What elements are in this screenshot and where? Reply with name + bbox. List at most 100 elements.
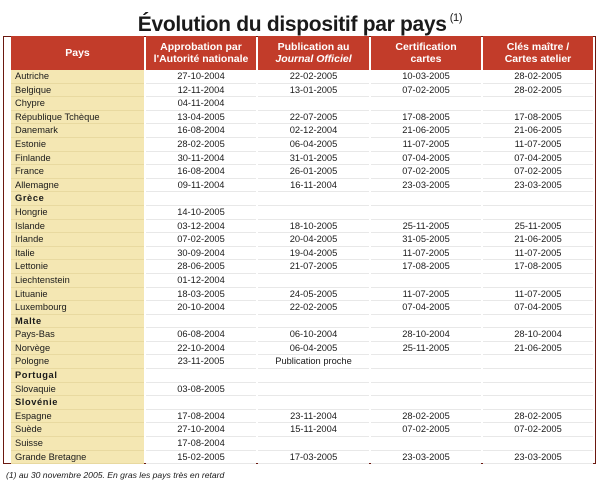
publication-date-cell [258,369,369,383]
certification-date-cell: 07-02-2005 [371,83,481,98]
publication-date-cell: 06-04-2005 [258,137,369,152]
approbation-date-cell: 13-04-2005 [146,110,256,125]
cles-date-cell: 07-02-2005 [483,423,593,438]
country-cell: Slovénie [11,396,144,410]
publication-date-cell: 22-07-2005 [258,110,369,125]
table-row: Pays-Bas 06-08-2004 06-10-2004 28-10-2004 28… [0,328,600,342]
publication-date-cell: 06-04-2005 [258,341,369,356]
country-cell: Slovaquie [11,382,144,397]
cles-date-cell [483,314,593,329]
table-row: Islande 03-12-2004 18-10-2005 25-11-2005 25-… [0,219,600,234]
country-cell: Belgique [11,83,144,98]
approbation-date-cell: 27-10-2004 [146,70,256,84]
table-row: Belgique 12-11-2004 13-01-2005 07-02-2005 28… [0,83,600,98]
publication-date-cell [258,192,369,206]
approbation-date-cell: 16-08-2004 [146,124,256,138]
country-cell: Liechtenstein [11,273,144,288]
col-header-certification: Certification cartes [371,36,481,70]
country-cell: Grèce [11,192,144,206]
cles-date-cell [483,205,593,220]
country-cell: Portugal [11,369,144,383]
certification-date-cell: 21-06-2005 [371,124,481,138]
table-row: Grèce [0,192,600,206]
approbation-date-cell: 17-08-2004 [146,437,256,451]
certification-date-cell: 07-04-2005 [371,151,481,166]
certification-date-cell: 07-02-2005 [371,423,481,438]
publication-date-cell [258,396,369,410]
publication-date-cell: 23-11-2004 [258,409,369,424]
col-header-pays: Pays [11,36,144,70]
certification-date-cell: 28-10-2004 [371,328,481,342]
country-cell: Pays-Bas [11,328,144,342]
publication-date-cell [258,273,369,288]
title-text: Évolution du dispositif par pays [137,13,447,36]
certification-date-cell: 23-03-2005 [371,450,481,465]
publication-date-cell [258,205,369,220]
cles-date-cell: 11-07-2005 [483,246,593,261]
cles-date-cell [483,97,593,111]
cles-date-cell: 28-10-2004 [483,328,593,342]
publication-date-cell: 02-12-2004 [258,124,369,138]
approbation-date-cell: 30-09-2004 [146,246,256,261]
publication-date-cell: 18-10-2005 [258,219,369,234]
country-cell: Suisse [11,437,144,451]
page-title: Évolution du dispositif par pays (1) [0,3,600,40]
cles-date-cell [483,192,593,206]
certification-date-cell: 10-03-2005 [371,70,481,84]
approbation-date-cell: 01-12-2004 [146,273,256,288]
country-cell: Irlande [11,233,144,247]
col-header-line1: Clés maître / [506,41,570,53]
cles-date-cell: 11-07-2005 [483,137,593,152]
certification-date-cell: 23-03-2005 [371,178,481,193]
approbation-date-cell: 23-11-2005 [146,355,256,370]
cles-date-cell: 21-06-2005 [483,233,593,247]
table-row: Lettonie 28-06-2005 21-07-2005 17-08-2005 17… [0,260,600,274]
table-row: France 16-08-2004 26-01-2005 07-02-2005 07-0… [0,165,600,179]
certification-date-cell: 25-11-2005 [371,341,481,356]
cles-date-cell: 28-02-2005 [483,409,593,424]
footnote: (1) au 30 novembre 2005. En gras les pay… [6,470,225,480]
approbation-date-cell: 22-10-2004 [146,341,256,356]
table-row: Norvège 22-10-2004 06-04-2005 25-11-2005 21-… [0,341,600,356]
publication-date-cell [258,382,369,397]
col-header-line2: Cartes atelier [504,53,572,65]
cles-date-cell [483,396,593,410]
table-row: Pologne 23-11-2005 Publication proche [0,355,600,370]
cles-date-cell [483,273,593,288]
cles-date-cell: 21-06-2005 [483,341,593,356]
cles-date-cell [483,355,593,370]
certification-date-cell [371,382,481,397]
cles-date-cell: 23-03-2005 [483,178,593,193]
publication-date-cell [258,437,369,451]
table-row: Lituanie 18-03-2005 24-05-2005 11-07-2005 11… [0,287,600,302]
publication-date-cell: 31-01-2005 [258,151,369,166]
publication-date-cell: 16-11-2004 [258,178,369,193]
approbation-date-cell: 03-08-2005 [146,382,256,397]
approbation-date-cell: 12-11-2004 [146,83,256,98]
publication-date-cell: 26-01-2005 [258,165,369,179]
col-header-publication: Publication au Journal Officiel [258,36,369,70]
approbation-date-cell: 27-10-2004 [146,423,256,438]
col-header-line1: Approbation par [160,41,242,53]
publication-date-cell [258,314,369,329]
certification-date-cell: 07-04-2005 [371,301,481,315]
publication-date-cell: 13-01-2005 [258,83,369,98]
cles-date-cell: 17-08-2005 [483,110,593,125]
certification-date-cell: 17-08-2005 [371,260,481,274]
certification-date-cell [371,396,481,410]
table-row: Grande Bretagne 15-02-2005 17-03-2005 23-03… [0,450,600,465]
table-row: Suède 27-10-2004 15-11-2004 07-02-2005 07-02… [0,423,600,438]
certification-date-cell: 11-07-2005 [371,287,481,302]
table-row: Liechtenstein 01-12-2004 [0,273,600,288]
approbation-date-cell: 18-03-2005 [146,287,256,302]
approbation-date-cell: 15-02-2005 [146,450,256,465]
publication-date-cell: 17-03-2005 [258,450,369,465]
country-cell: Hongrie [11,205,144,220]
country-cell: Estonie [11,137,144,152]
certification-date-cell: 11-07-2005 [371,137,481,152]
certification-date-cell: 28-02-2005 [371,409,481,424]
col-header-line1: Pays [65,47,90,59]
col-header-cles: Clés maître / Cartes atelier [483,36,593,70]
table-row: Chypre 04-11-2004 [0,97,600,111]
certification-date-cell: 11-07-2005 [371,246,481,261]
